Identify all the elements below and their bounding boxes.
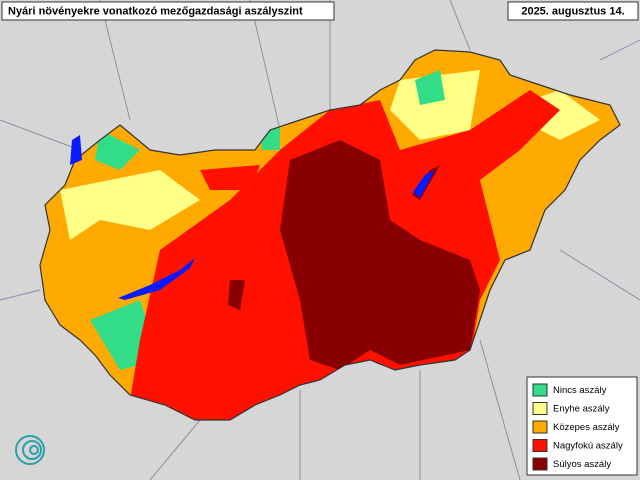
legend-label: Közepes aszály [553,422,620,433]
legend-swatch [532,439,548,452]
lakes [70,135,435,300]
legend-label: Súlyos aszály [553,459,611,470]
date-box: 2025. augusztus 14. [507,1,639,21]
title-box: Nyári növényekre vonatkozó mezőgazdasági… [1,1,335,21]
date: 2025. augusztus 14. [521,5,624,17]
legend-label: Enyhe aszály [553,404,610,415]
legend-swatch [532,420,548,434]
legend: Nincs aszály Enyhe aszály Közepes aszály Na… [526,376,638,476]
title: Nyári növényekre vonatkozó mezőgazdasági… [8,5,303,17]
legend-swatch [532,457,548,471]
legend-label: Nincs aszály [553,385,607,396]
legend-label: Nagyfokú aszály [553,441,623,452]
legend-swatch [532,383,548,397]
legend-swatch [532,402,548,415]
logo [15,435,45,465]
